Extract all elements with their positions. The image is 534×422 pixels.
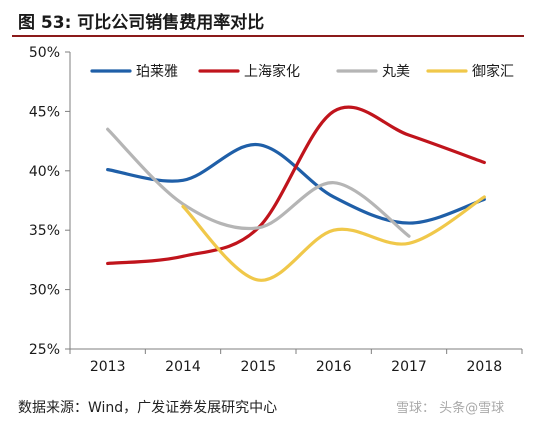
chart-series	[106, 105, 486, 282]
series-line-2	[106, 105, 486, 266]
legend-label: 珀莱雅	[136, 64, 178, 80]
chart-legend: 珀莱雅 上海家化 丸美 御家汇	[90, 63, 514, 80]
x-tick-label: 2016	[316, 359, 352, 375]
y-tick-label: 25%	[29, 342, 60, 358]
x-tick-label: 2014	[165, 359, 201, 375]
y-tick-label: 50%	[29, 45, 60, 61]
series-line-1	[106, 143, 486, 225]
watermark: 雪球： 头条@雪球	[396, 401, 505, 416]
y-tick-label: 30%	[29, 283, 60, 299]
legend-label: 御家汇	[472, 63, 514, 80]
x-tick-label: 2017	[391, 359, 427, 375]
y-tick-label: 40%	[29, 164, 60, 180]
x-tick-label: 2013	[90, 359, 126, 375]
chart-title: 图 53: 可比公司销售费用率对比	[18, 13, 265, 33]
title-bar: 图 53: 可比公司销售费用率对比	[12, 6, 524, 37]
x-tick-label: 2018	[467, 359, 503, 375]
x-tick-label: 2015	[241, 359, 277, 375]
series-line-4	[181, 195, 486, 282]
legend-label: 丸美	[382, 64, 410, 80]
series-line-3	[106, 127, 411, 238]
legend-label: 上海家化	[244, 63, 300, 80]
y-tick-label: 35%	[29, 223, 60, 239]
title-divider	[12, 35, 524, 37]
y-tick-label: 45%	[29, 104, 60, 120]
chart-axes: 25% 30% 35% 40% 45% 50% 2013 2014 2015 2016 2017 20…	[29, 45, 523, 375]
source-note: 数据来源：Wind，广发证券发展研究中心	[18, 400, 278, 416]
